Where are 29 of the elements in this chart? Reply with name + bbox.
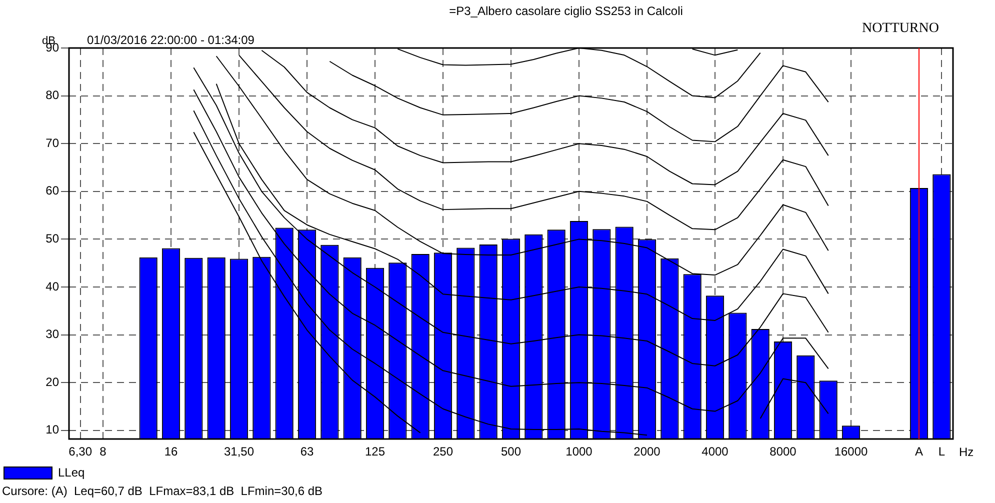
y-tick-label: 40 [46,279,60,294]
legend-label: LLeq [58,465,85,480]
y-tick-label: 20 [46,374,60,389]
y-tick-label: 60 [46,184,60,198]
x-tick-label: 125 [364,444,386,459]
y-tick-label: 30 [46,327,60,342]
x-tick-label: 4000 [702,444,729,459]
x-tick-label: 16 [164,444,178,459]
y-tick-label: 50 [46,232,60,246]
y-tick-label: 80 [46,88,60,102]
x-tick-label: L [938,444,946,459]
x-tick-label: 250 [432,444,454,459]
text: Cursore: (A) Leq=60,7 dB LFmax=83,1 dB LFmin=30,6 dB [2,484,323,498]
x-tick-label: 8 [100,444,107,459]
x-tick-label: A [914,444,924,459]
x-tick-label: 16000 [834,444,868,459]
x-tick-label: 31,50 [224,444,254,459]
y-tick-label: 70 [46,136,60,150]
x-tick-label: 6,30 [68,444,92,459]
text: NOTTURNO [862,21,939,36]
x-tick-label: 63 [300,444,314,459]
y-tick-label: 10 [46,422,60,437]
chart-subtitle: 01/03/2016 22:00:00 - 01:34:09 [87,33,255,47]
x-tick-label: 2000 [634,444,661,459]
x-axis-title: Hz [959,445,974,459]
chart-title: =P3_Albero casolare ciglio SS253 in Calcoli [449,4,683,18]
x-tick-label: 500 [500,444,522,459]
x-tick-label: 8000 [770,444,797,459]
x-tick-label: 1000 [566,444,593,459]
